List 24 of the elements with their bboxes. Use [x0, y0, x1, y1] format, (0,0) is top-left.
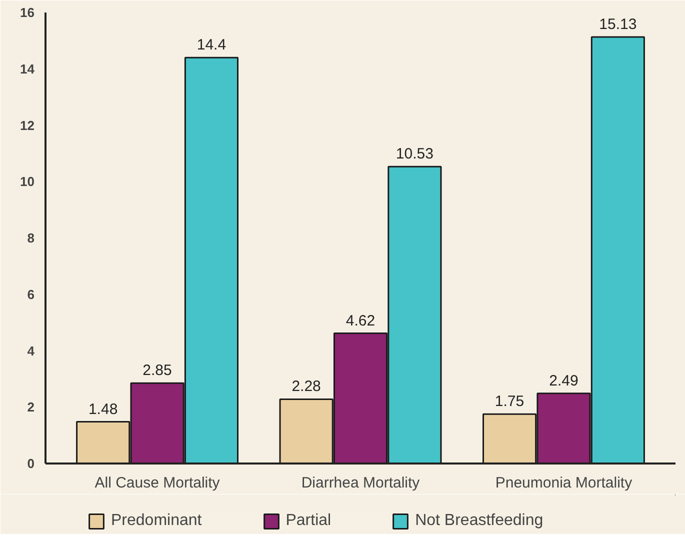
data-label: 2.85 [142, 362, 172, 380]
data-label: 15.13 [599, 16, 637, 34]
data-label: 1.75 [494, 393, 524, 410]
y-tick-label: 10 [20, 174, 35, 190]
y-tick-label: 4 [27, 343, 36, 358]
data-label: 1.48 [88, 400, 118, 418]
data-label: 2.49 [549, 372, 578, 390]
legend-label: Partial [286, 512, 332, 530]
legend-label: Not Breastfeeding [415, 512, 544, 530]
data-label: 10.53 [396, 146, 434, 163]
y-tick-label: 14 [20, 61, 36, 76]
x-tick-label: All Cause Mortality [94, 474, 220, 492]
legend-label: Predominant [111, 512, 202, 530]
y-tick-label: 8 [27, 230, 35, 246]
x-tick-label: Diarrhea Mortality [301, 474, 420, 492]
data-label: 4.62 [346, 312, 376, 330]
y-tick-label: 6 [27, 286, 35, 302]
x-tick-label: Pneumonia Mortality [495, 474, 633, 492]
y-tick-label: 2 [27, 400, 35, 415]
data-label: 14.4 [196, 36, 226, 54]
y-tick-label: 16 [20, 5, 35, 20]
y-tick-label: 0 [27, 456, 35, 471]
data-label: 2.28 [292, 378, 321, 396]
y-tick-label: 12 [20, 118, 35, 133]
